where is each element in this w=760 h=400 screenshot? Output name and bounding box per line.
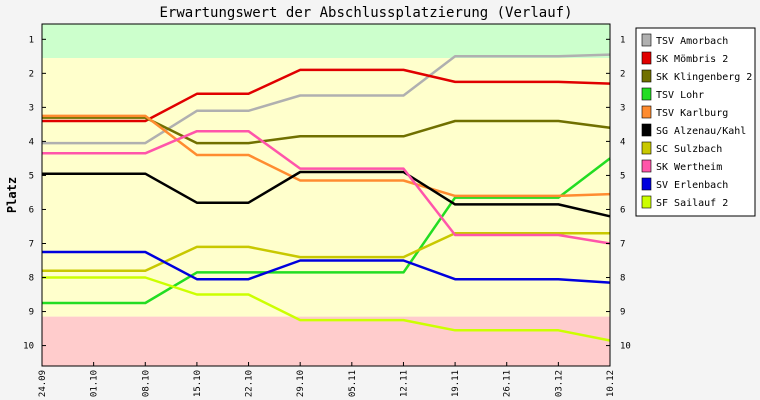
legend-box xyxy=(635,27,756,217)
x-tick-label: 10.12 xyxy=(606,370,616,397)
legend-swatch-6 xyxy=(641,141,652,155)
legend-swatch-7 xyxy=(641,159,652,173)
legend-swatch-8 xyxy=(641,177,652,191)
y-tick-label-right: 10 xyxy=(620,342,631,352)
zone-band-2 xyxy=(42,316,610,366)
x-tick-label: 24.09 xyxy=(38,370,48,397)
y-tick-label-left: 4 xyxy=(29,137,34,147)
x-tick-label: 15.10 xyxy=(193,370,203,397)
x-tick-label: 19.11 xyxy=(451,370,461,397)
x-tick-label: 12.11 xyxy=(399,370,409,397)
legend-swatch-4 xyxy=(641,105,652,119)
legend-label-8: SV Erlenbach xyxy=(656,180,728,191)
y-tick-label-left: 2 xyxy=(29,69,34,79)
chart-title: Erwartungswert der Abschlussplatzierung … xyxy=(159,5,572,21)
y-tick-label-left: 1 xyxy=(29,35,34,45)
legend-swatch-9 xyxy=(641,195,652,209)
series-line-8 xyxy=(42,250,611,284)
x-tick-label: 26.11 xyxy=(503,370,513,397)
y-tick-label-left: 10 xyxy=(23,342,34,352)
legend-label-0: TSV Amorbach xyxy=(656,36,728,47)
y-tick-label-right: 9 xyxy=(620,308,625,318)
y-tick-label-right: 2 xyxy=(620,69,625,79)
x-tick-label: 05.11 xyxy=(348,370,358,397)
x-tick-label: 08.10 xyxy=(141,370,151,397)
legend-swatch-2 xyxy=(641,69,652,83)
series-line-4 xyxy=(42,114,611,198)
y-tick-label-right: 1 xyxy=(620,35,625,45)
series-line-7 xyxy=(42,129,611,245)
y-tick-label-left: 5 xyxy=(29,171,34,181)
y-tick-label-left: 6 xyxy=(29,205,34,215)
y-tick-label-left: 9 xyxy=(29,308,34,318)
y-tick-label-right: 7 xyxy=(620,239,625,249)
series-line-5 xyxy=(42,170,611,218)
series-line-3 xyxy=(42,157,611,305)
series-line-2 xyxy=(42,116,611,145)
legend-swatch-1 xyxy=(641,51,652,65)
y-tick-label-left: 3 xyxy=(29,103,34,113)
series-line-1 xyxy=(42,68,611,123)
series-layer xyxy=(42,53,611,342)
legend-swatch-5 xyxy=(641,123,652,137)
x-tick-label: 03.12 xyxy=(554,370,564,397)
legend-swatch-0 xyxy=(641,33,652,47)
y-tick-label-left: 8 xyxy=(29,274,34,284)
series-line-9 xyxy=(42,276,611,342)
plot-border xyxy=(41,23,611,367)
legend-label-4: TSV Karlburg xyxy=(656,108,728,119)
series-line-6 xyxy=(42,232,610,272)
legend-label-5: SG Alzenau/Kahl xyxy=(656,126,746,137)
legend-label-1: SK Mömbris 2 xyxy=(656,54,728,65)
y-tick-label-right: 6 xyxy=(620,205,625,215)
y-tick-label-left: 7 xyxy=(29,239,34,249)
legend-label-9: SF Sailauf 2 xyxy=(656,198,728,209)
legend: TSV Amorbach SK Mömbris 2 SK Klingenberg 2… xyxy=(635,27,756,217)
legend-label-3: TSV Lohr xyxy=(656,90,704,101)
legend-label-6: SC Sulzbach xyxy=(656,144,722,155)
y-axis-label: Platz xyxy=(5,177,19,213)
y-tick-label-right: 5 xyxy=(620,171,625,181)
y-tick-label-right: 3 xyxy=(620,103,625,113)
axes-layer: 1 1 2 2 3 3 4 4 5 5 6 6 7 7 8 8 9 9 10 10 24.09 01.10 08.10 15.… xyxy=(23,35,631,397)
y-tick-label-right: 8 xyxy=(620,274,625,284)
x-tick-label: 01.10 xyxy=(90,370,100,397)
legend-label-7: SK Wertheim xyxy=(656,162,722,173)
x-tick-label: 22.10 xyxy=(245,370,255,397)
series-line-0 xyxy=(42,53,611,145)
legend-label-2: SK Klingenberg 2 xyxy=(656,72,752,83)
zone-band-0 xyxy=(42,24,610,59)
y-tick-label-right: 4 xyxy=(620,137,625,147)
legend-swatch-3 xyxy=(641,87,652,101)
x-tick-label: 29.10 xyxy=(296,370,306,397)
